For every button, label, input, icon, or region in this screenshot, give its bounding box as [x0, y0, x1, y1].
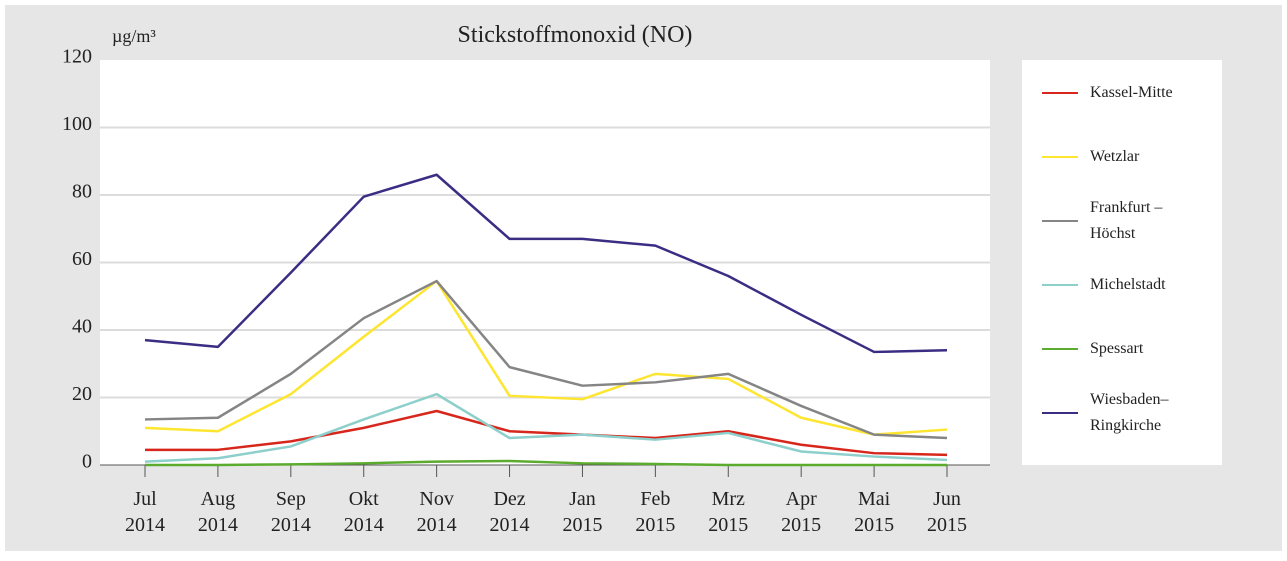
x-tick-label: Mai 2015 — [854, 488, 894, 536]
legend-entry: Spessart — [1042, 336, 1217, 362]
x-tick-label: Jul 2014 — [125, 488, 165, 536]
legend-label: Wetzlar — [1090, 148, 1140, 165]
legend-label: Wiesbaden–Ringkirche — [1090, 391, 1169, 434]
x-tick-label: Feb 2015 — [635, 488, 675, 536]
legend-entry: Kassel-Mitte — [1042, 80, 1217, 106]
x-tick-label: Jun 2015 — [927, 488, 967, 536]
legend-swatch — [1042, 156, 1078, 158]
y-axis-unit: µg/m³ — [112, 26, 156, 46]
series-line — [144, 279, 948, 436]
legend-swatch — [1042, 284, 1078, 286]
series-line — [145, 459, 947, 467]
legend: Kassel-Mitte Wetzlar Frankfurt – Höchst Mic… — [1022, 60, 1222, 465]
series-line — [144, 173, 948, 354]
y-tick-label: 60 — [72, 248, 92, 270]
legend-swatch — [1042, 92, 1078, 94]
x-tick-label: Sep 2014 — [271, 488, 311, 536]
y-tick-label: 80 — [72, 181, 92, 203]
y-tick-label: 40 — [72, 316, 92, 338]
legend-label: Michelstadt — [1090, 276, 1166, 293]
chart-title: Stickstoffmonoxid (NO) — [458, 22, 693, 48]
series-line — [145, 409, 948, 457]
legend-entry: Frankfurt – Höchst — [1042, 195, 1217, 247]
x-tick-label: Mrz 2015 — [708, 488, 748, 536]
x-tick-label: Apr 2015 — [781, 488, 821, 536]
y-tick-label: 20 — [72, 383, 92, 405]
legend-swatch — [1042, 348, 1078, 350]
x-tick-label: Nov 2014 — [417, 488, 457, 536]
series-line — [144, 279, 948, 440]
legend-label: Frankfurt – Höchst — [1090, 199, 1163, 242]
x-tick-label: Dez 2014 — [490, 488, 530, 536]
x-tick-label: Okt 2014 — [344, 488, 384, 536]
x-tick-label: Aug 2014 — [198, 488, 238, 536]
y-tick-label: 0 — [82, 451, 92, 473]
y-tick-label: 120 — [62, 46, 92, 68]
x-tick-label: Jan 2015 — [562, 488, 602, 536]
legend-swatch — [1042, 220, 1078, 222]
series-line — [144, 392, 948, 463]
legend-label: Spessart — [1090, 340, 1144, 357]
y-tick-label: 100 — [62, 113, 92, 135]
legend-entry: Wetzlar — [1042, 144, 1217, 170]
legend-entry: Michelstadt — [1042, 272, 1217, 298]
legend-entry: Wiesbaden–Ringkirche — [1042, 387, 1217, 439]
legend-label: Kassel-Mitte — [1090, 84, 1173, 101]
legend-swatch — [1042, 412, 1078, 414]
